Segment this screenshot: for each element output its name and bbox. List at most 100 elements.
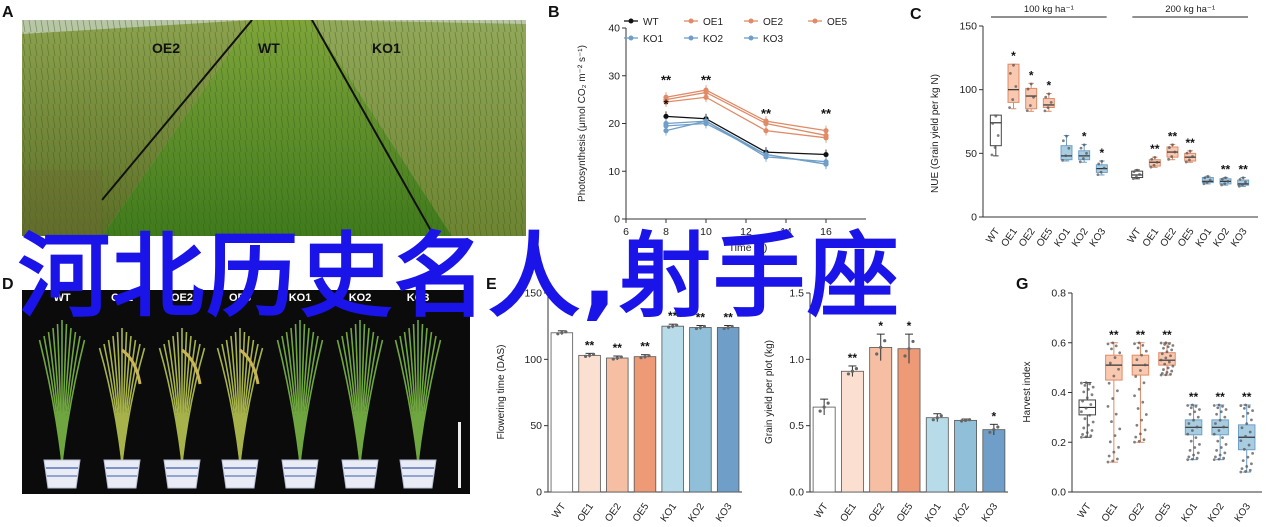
y-axis-label: Grain yield per plot (kg) (764, 340, 775, 444)
plant-label-ko3: KO3 (406, 292, 430, 304)
data-dot (1219, 410, 1223, 414)
data-dot (1137, 341, 1141, 345)
x-axis-label: Time (h) (729, 242, 768, 254)
significance-label: ** (613, 341, 623, 355)
box-body (1042, 98, 1055, 108)
data-dot (1170, 369, 1174, 373)
significance-label: ** (848, 351, 858, 365)
box-ko2: * (1078, 129, 1091, 164)
box-body (1060, 145, 1073, 161)
data-dot (1047, 92, 1051, 96)
data-dot (1215, 412, 1219, 416)
data-dot (1144, 413, 1148, 416)
x-tick-label: KO2 (1206, 501, 1227, 524)
data-dot (1163, 362, 1167, 366)
data-dot (1224, 443, 1228, 446)
data-dot (1149, 165, 1153, 169)
box-oe1: ** (1148, 142, 1161, 169)
data-dot (1140, 418, 1144, 422)
x-tick-label: 12 (740, 226, 752, 238)
data-dot (1248, 468, 1252, 472)
data-dot (564, 330, 568, 334)
data-dot (1078, 160, 1082, 164)
data-dot (1187, 158, 1191, 162)
data-dot (1114, 344, 1118, 348)
box-oe2: * (1025, 68, 1038, 113)
data-dot (1114, 412, 1118, 416)
data-dot (1143, 363, 1147, 367)
chart-e: 0 50 100 150 WT ** OE1 ** OE2 ** OE5 ** KO1 ** KO2 ** KO… (496, 288, 742, 524)
flower-pot (43, 459, 81, 489)
data-dot (1135, 423, 1139, 427)
data-dot (583, 354, 588, 358)
data-dot (1079, 146, 1083, 150)
data-dot (1167, 360, 1171, 364)
flower-pot (103, 459, 141, 489)
plant-label-ko1: KO1 (288, 292, 312, 304)
data-dot (1187, 455, 1191, 459)
data-dot (1194, 436, 1198, 440)
data-dot (1220, 183, 1223, 187)
y-tick-label: 0.8 (1051, 288, 1066, 300)
significance-label: * (1029, 68, 1034, 82)
panel-label-e: E (486, 276, 497, 293)
data-dot (1025, 109, 1029, 113)
flower-pot (163, 459, 201, 489)
y-tick-label: 30 (608, 70, 620, 82)
data-dot (1173, 150, 1177, 154)
data-dot (1032, 95, 1035, 99)
y-tick-label: 50 (530, 420, 542, 432)
data-dot (1142, 381, 1146, 385)
x-tick-label: KO1 (659, 501, 680, 524)
data-dot (1217, 403, 1221, 407)
data-dot (1134, 435, 1138, 439)
box-oe2: ** (1131, 328, 1150, 444)
data-dot (1166, 366, 1170, 370)
data-dot (1170, 348, 1174, 352)
data-dot (1136, 407, 1140, 410)
data-dot (1091, 420, 1095, 424)
x-tick-label: OE5 (1153, 501, 1174, 524)
data-dot (1192, 418, 1195, 422)
box-body (989, 114, 1002, 147)
flowering-bar-wt (550, 332, 574, 493)
data-dot (1061, 139, 1065, 143)
data-dot (1226, 179, 1230, 183)
significance-label: * (1099, 146, 1104, 160)
significance-label: * (1046, 78, 1051, 92)
data-dot (1112, 450, 1116, 454)
data-dot (1195, 425, 1199, 429)
significance-label: ** (585, 338, 595, 352)
y-tick-label: 10 (608, 166, 620, 178)
data-dot (694, 326, 699, 331)
x-tick-label: OE5 (631, 501, 652, 524)
data-dot (1188, 412, 1192, 416)
field-label-wt: WT (258, 40, 280, 56)
legend-marker (688, 18, 694, 24)
data-dot (1081, 433, 1084, 436)
x-tick-label: KO1 (923, 501, 944, 524)
data-dot (1223, 182, 1227, 185)
significance-label: ** (1150, 142, 1160, 156)
y-axis-label: Photosynthesis (μmol CO₂ m⁻² s⁻¹) (577, 45, 588, 202)
data-dot (1224, 176, 1227, 180)
data-dot (1250, 418, 1253, 422)
data-point (663, 113, 669, 119)
flowering-bar-ko1 (661, 325, 684, 493)
data-dot (996, 134, 1000, 137)
data-dot (1222, 425, 1226, 429)
data-dot (935, 416, 939, 420)
data-dot (1165, 350, 1169, 354)
panel-label-f: F (758, 276, 768, 293)
data-dot (1189, 406, 1193, 410)
y-axis-label: Harvest index (1022, 361, 1033, 422)
data-dot (1251, 409, 1254, 412)
data-dot (587, 353, 592, 357)
significance-label: ** (701, 73, 712, 88)
y-tick-label: 0.6 (1051, 337, 1066, 349)
data-dot (1061, 158, 1064, 162)
data-dot (1240, 467, 1244, 471)
data-dot (1169, 372, 1172, 376)
box-wt (1078, 381, 1097, 439)
y-tick-label: 0 (536, 487, 542, 499)
